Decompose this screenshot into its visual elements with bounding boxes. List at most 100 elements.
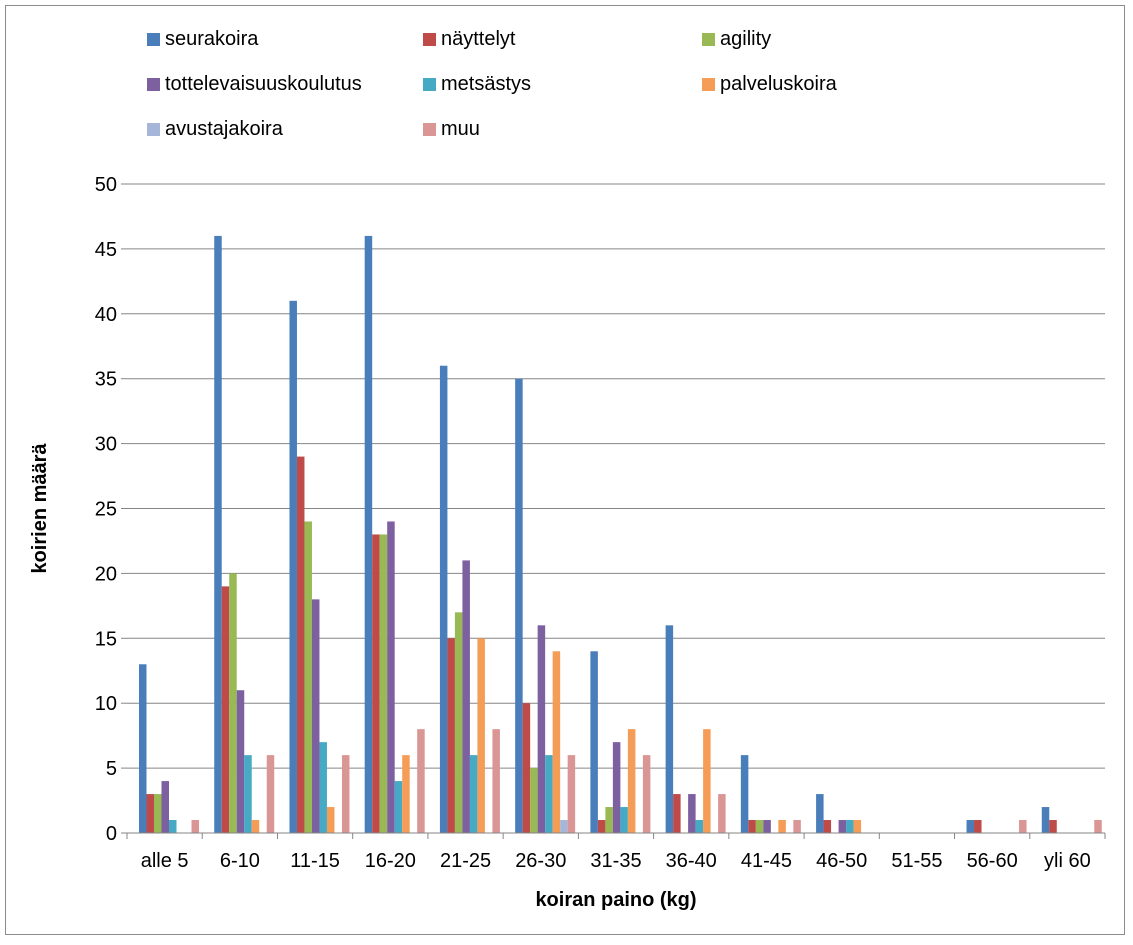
bar xyxy=(477,638,485,833)
bar xyxy=(221,586,230,833)
bars xyxy=(139,235,1102,834)
bar xyxy=(590,651,598,833)
x-axis-ticks: alle 5 6-10 11-15 16-20 21-25 26-30 31-35 36-40… xyxy=(126,833,1106,872)
legend-label: näyttelyt xyxy=(441,28,516,50)
y-axis-title: koirien määrä xyxy=(29,443,51,574)
y-tick-label: 45 xyxy=(95,239,117,261)
legend-swatch xyxy=(423,78,436,91)
bar xyxy=(688,794,696,833)
bar xyxy=(853,820,862,833)
y-tick-label: 20 xyxy=(95,563,117,585)
bar xyxy=(846,820,854,833)
legend-swatch xyxy=(702,33,715,46)
bar xyxy=(642,755,651,833)
bar xyxy=(816,794,824,833)
bar xyxy=(537,625,546,833)
bar xyxy=(266,755,275,833)
bar xyxy=(161,781,169,833)
bar xyxy=(364,235,373,834)
legend-swatch xyxy=(147,78,160,91)
bar xyxy=(214,235,222,834)
legend-swatch xyxy=(147,123,160,136)
bar xyxy=(1019,820,1027,833)
bar xyxy=(1094,820,1102,833)
bar xyxy=(748,820,756,833)
bar xyxy=(169,820,177,833)
x-tick-label: alle 5 xyxy=(141,850,189,872)
bar xyxy=(236,690,245,833)
bar xyxy=(244,755,252,833)
bar xyxy=(515,378,523,833)
bar xyxy=(154,794,162,833)
bar xyxy=(560,820,568,833)
bar xyxy=(718,794,726,833)
legend-swatch xyxy=(147,33,160,46)
bar xyxy=(229,573,237,833)
y-tick-label: 15 xyxy=(95,628,117,650)
bar xyxy=(311,599,320,833)
bar xyxy=(417,729,425,833)
bar xyxy=(492,729,500,833)
x-tick-label: 26-30 xyxy=(515,850,566,872)
bar xyxy=(387,521,395,833)
bar xyxy=(665,625,674,833)
bar xyxy=(462,560,470,833)
y-tick-label: 35 xyxy=(95,369,117,391)
bar xyxy=(319,742,327,833)
x-tick-label: 31-35 xyxy=(590,850,641,872)
bar xyxy=(402,755,410,833)
legend-label: muu xyxy=(441,118,480,140)
bar xyxy=(139,664,147,833)
bar xyxy=(469,755,478,833)
x-tick-label: yli 60 xyxy=(1044,850,1091,872)
x-tick-label: 11-15 xyxy=(290,850,340,872)
bar xyxy=(966,820,975,833)
bar xyxy=(191,820,199,833)
bar xyxy=(755,820,764,833)
bar xyxy=(326,807,335,833)
legend: seurakoira näyttelyt agility tottelevaisuus… xyxy=(147,28,838,140)
x-tick-label: 6-10 xyxy=(220,850,260,872)
y-tick-label: 30 xyxy=(95,434,117,456)
x-tick-label: 21-25 xyxy=(440,850,491,872)
x-tick-label: 56-60 xyxy=(967,850,1018,872)
legend-label: tottelevaisuuskoulutus xyxy=(165,73,362,95)
bar xyxy=(1049,820,1057,833)
bar xyxy=(530,768,538,833)
x-tick-label: 41-45 xyxy=(741,850,792,872)
y-tick-label: 50 xyxy=(95,174,117,196)
gridlines xyxy=(127,183,1105,834)
bar xyxy=(673,794,681,833)
legend-label: avustajakoira xyxy=(165,118,284,140)
bar xyxy=(439,365,448,833)
x-tick-label: 46-50 xyxy=(816,850,867,872)
bar xyxy=(627,729,636,833)
bar xyxy=(974,820,982,833)
legend-label: palveluskoira xyxy=(720,73,838,95)
legend-swatch xyxy=(702,78,715,91)
bar xyxy=(394,781,403,833)
bar xyxy=(146,794,154,833)
bar xyxy=(379,534,388,833)
bar xyxy=(703,729,711,833)
bar xyxy=(1041,807,1050,833)
bar xyxy=(612,742,621,833)
y-tick-label: 40 xyxy=(95,304,117,326)
bar xyxy=(522,703,531,833)
bar xyxy=(341,755,350,833)
bar xyxy=(552,651,561,833)
bar xyxy=(454,612,463,833)
x-tick-label: 16-20 xyxy=(365,850,416,872)
bar xyxy=(838,820,847,833)
bar xyxy=(372,534,380,833)
bar xyxy=(605,807,613,833)
bar xyxy=(304,521,312,833)
legend-label: seurakoira xyxy=(165,28,259,50)
bar xyxy=(763,820,771,833)
bar xyxy=(620,807,628,833)
y-tick-label: 0 xyxy=(106,823,117,845)
bar xyxy=(740,755,749,833)
legend-swatch xyxy=(423,33,436,46)
bar xyxy=(545,755,553,833)
bar xyxy=(567,755,576,833)
